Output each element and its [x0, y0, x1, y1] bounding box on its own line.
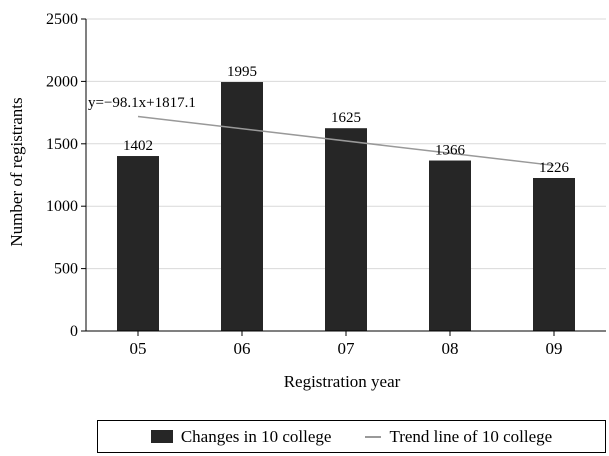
bar-08: [429, 160, 471, 331]
data-label-07: 1625: [331, 110, 361, 126]
data-label-06: 1995: [227, 64, 257, 80]
tick-labels: 0 500 1000 1500 2000 2500 05 06 07 08 09: [46, 11, 563, 358]
y-tick-label-2500: 2500: [46, 11, 78, 28]
y-axis-label: Number of registrants: [7, 97, 26, 246]
bars: [117, 82, 575, 331]
x-tick-label-09: 09: [546, 339, 563, 358]
chart: 1402 1995 1625 1366 1226 0 500 1000 1500 2000 250…: [7, 11, 606, 391]
bar-05: [117, 156, 159, 331]
legend-bar-swatch: [150, 430, 173, 443]
y-tick-label-0: 0: [70, 323, 78, 340]
legend-trend-label: Trend line of 10 college: [389, 426, 553, 446]
y-tick-label-2000: 2000: [46, 73, 78, 90]
data-label-05: 1402: [123, 138, 153, 154]
legend: Changes in 10 college Trend line of 10 c…: [97, 420, 606, 453]
x-tick-label-07: 07: [338, 339, 356, 358]
legend-bar-label: Changes in 10 college: [180, 426, 332, 446]
x-axis-label: Registration year: [284, 372, 401, 391]
trend-line-group: [137, 115, 555, 167]
bar-07: [325, 128, 367, 331]
bar-09: [533, 177, 575, 331]
y-tick-label-1000: 1000: [46, 198, 78, 215]
y-tick-label-1500: 1500: [46, 136, 78, 153]
legend-item-trend: Trend line of 10 college: [365, 427, 552, 447]
x-tick-label-05: 05: [130, 339, 147, 358]
data-labels: 1402 1995 1625 1366 1226: [123, 64, 570, 176]
trend-equation: y=−98.1x+1817.1: [88, 95, 196, 111]
data-label-08: 1366: [435, 143, 466, 159]
x-tick-label-08: 08: [442, 339, 459, 358]
legend-trend-swatch: [365, 435, 382, 438]
y-tick-label-500: 500: [54, 261, 78, 278]
x-tick-label-06: 06: [234, 339, 251, 358]
data-label-09: 1226: [539, 160, 570, 176]
bar-06: [221, 82, 263, 331]
trend-line: [137, 115, 555, 167]
legend-item-bars: Changes in 10 college: [150, 426, 332, 447]
